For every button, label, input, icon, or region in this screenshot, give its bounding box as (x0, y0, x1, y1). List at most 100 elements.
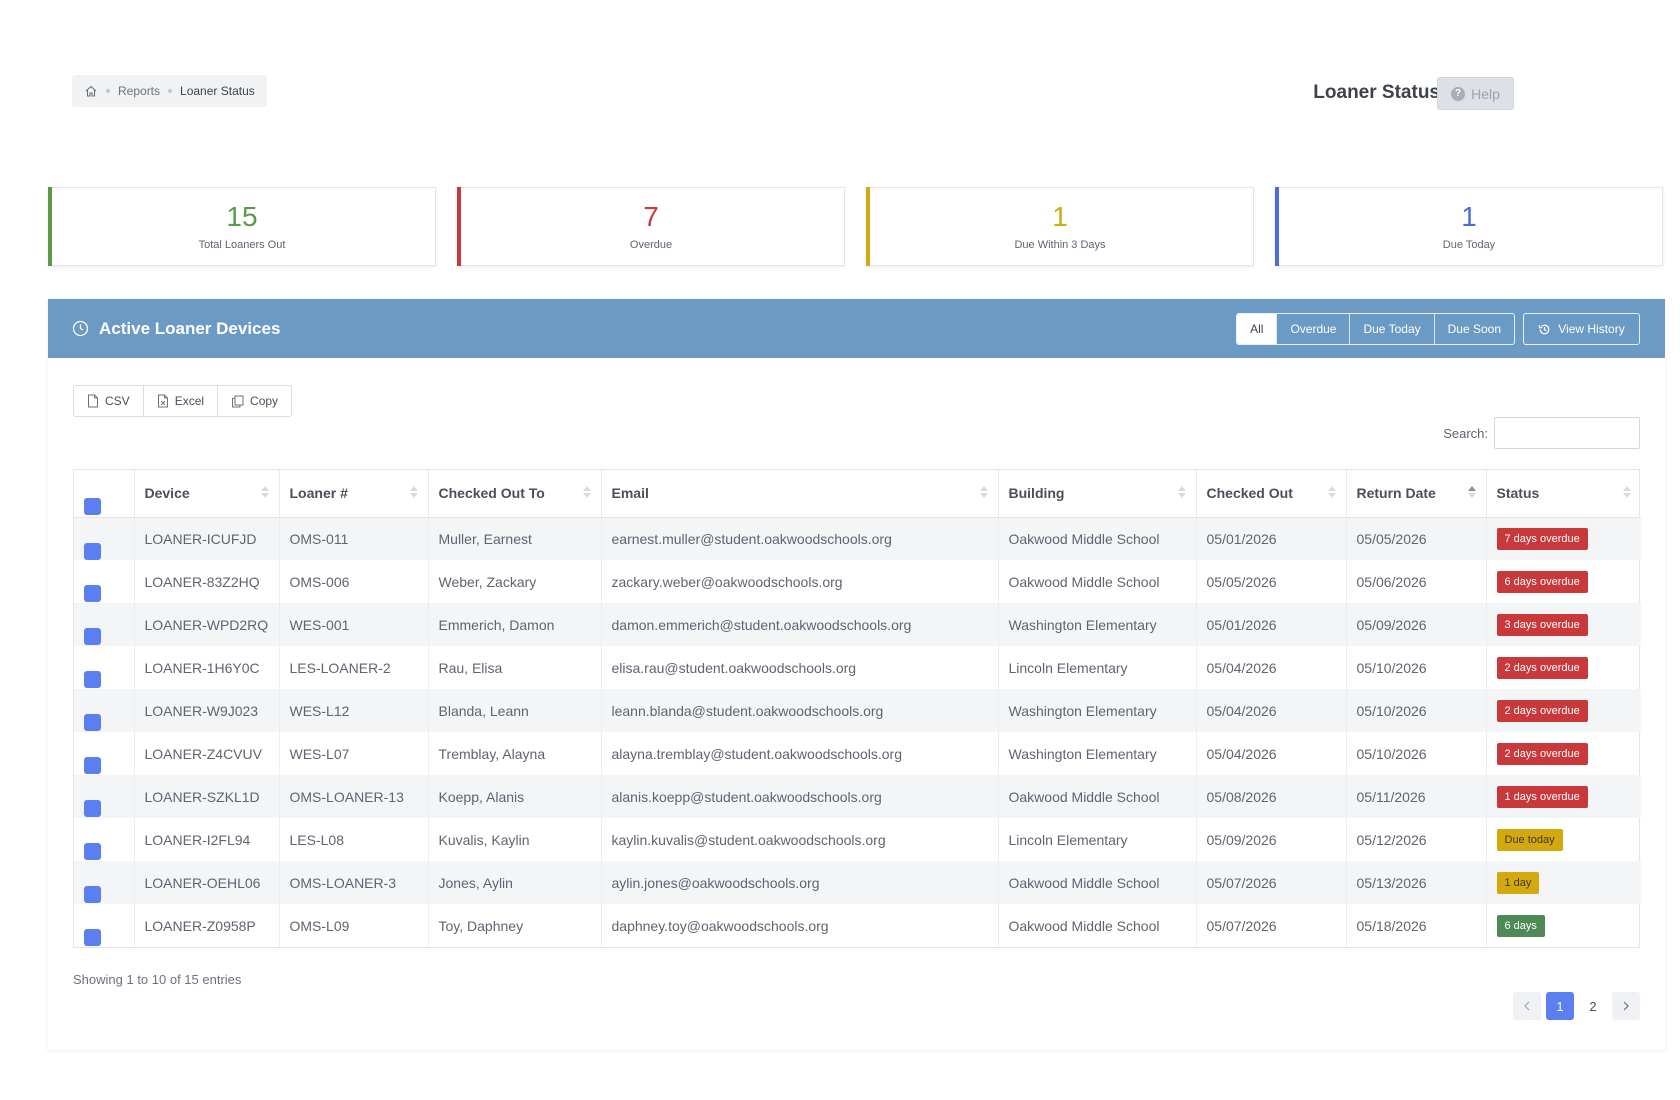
building-cell: Oakwood Middle School (998, 517, 1197, 560)
table-header-row: Device Loaner # Checked Out To Email Bui… (74, 470, 1641, 518)
column-header-return-date[interactable]: Return Date (1346, 470, 1487, 518)
export-excel-button[interactable]: Excel (142, 386, 217, 416)
csv-label: CSV (105, 394, 130, 408)
status-badge: 1 days overdue (1496, 785, 1588, 808)
row-checkbox[interactable] (84, 714, 101, 731)
previous-page-button[interactable] (1513, 992, 1541, 1020)
table-row[interactable]: LOANER-83Z2HQ OMS-006 Weber, Zackary zackar… (74, 560, 1641, 603)
status-badge: Due today (1496, 828, 1563, 851)
help-button[interactable]: ? Help (1437, 77, 1514, 110)
card-header: Active Loaner Devices All Overdue Due To… (48, 299, 1665, 358)
device-cell: LOANER-1H6Y0C (134, 646, 280, 689)
export-csv-button[interactable]: CSV (74, 386, 143, 416)
checked-out-cell: 05/01/2026 (1196, 603, 1347, 646)
home-icon[interactable] (84, 84, 98, 98)
column-header-building[interactable]: Building (998, 470, 1197, 518)
row-select-cell (74, 517, 135, 560)
row-checkbox[interactable] (84, 757, 101, 774)
row-checkbox[interactable] (84, 542, 101, 560)
row-select-cell (74, 603, 135, 646)
filter-all-button[interactable]: All (1237, 314, 1277, 344)
checked-out-cell: 05/09/2026 (1196, 818, 1347, 861)
filter-overdue-button[interactable]: Overdue (1276, 314, 1349, 344)
stat-card-overdue: 7 Overdue (457, 187, 845, 266)
email-cell: daphney.toy@oakwoodschools.org (601, 904, 999, 947)
sort-icon (1177, 486, 1186, 498)
page-2-button[interactable]: 2 (1589, 998, 1597, 1014)
copy-button[interactable]: Copy (217, 386, 291, 416)
clock-icon (72, 320, 89, 337)
row-checkbox[interactable] (84, 843, 101, 860)
row-select-cell (74, 689, 135, 732)
checked-out-cell: 05/01/2026 (1196, 517, 1347, 560)
stat-value: 7 (643, 201, 659, 232)
status-cell: 1 days overdue (1486, 775, 1641, 818)
select-all-checkbox[interactable] (84, 498, 101, 515)
next-page-button[interactable] (1612, 992, 1640, 1020)
table-row[interactable]: LOANER-WPD2RQ WES-001 Emmerich, Damon damon… (74, 603, 1641, 646)
return-date-cell: 05/10/2026 (1346, 646, 1487, 689)
table-row[interactable]: LOANER-W9J023 WES-L12 Blanda, Leann leann.b… (74, 689, 1641, 732)
email-cell: damon.emmerich@student.oakwoodschools.or… (601, 603, 999, 646)
device-cell: LOANER-ICUFJD (134, 517, 280, 560)
checked-out-to-cell: Rau, Elisa (428, 646, 602, 689)
checked-out-to-cell: Emmerich, Damon (428, 603, 602, 646)
table-row[interactable]: LOANER-SZKL1D OMS-LOANER-13 Koepp, Alanis a… (74, 775, 1641, 818)
column-header-device[interactable]: Device (134, 470, 280, 518)
table-row[interactable]: LOANER-I2FL94 LES-L08 Kuvalis, Kaylin kayli… (74, 818, 1641, 861)
breadcrumb-reports[interactable]: Reports (118, 84, 161, 98)
status-badge: 1 day (1496, 871, 1540, 894)
filter-due-today-button[interactable]: Due Today (1349, 314, 1433, 344)
row-checkbox[interactable] (84, 671, 101, 688)
return-date-cell: 05/10/2026 (1346, 689, 1487, 732)
checked-out-to-cell: Tremblay, Alayna (428, 732, 602, 775)
stat-label: Overdue (629, 239, 673, 251)
question-icon: ? (1451, 86, 1466, 101)
email-cell: kaylin.kuvalis@student.oakwoodschools.or… (601, 818, 999, 861)
row-checkbox[interactable] (84, 929, 101, 946)
building-cell: Washington Elementary (998, 603, 1197, 646)
row-select-cell (74, 560, 135, 603)
chevron-left-icon (1524, 1001, 1530, 1011)
row-checkbox[interactable] (84, 886, 101, 903)
row-checkbox[interactable] (84, 800, 101, 817)
status-cell: 2 days overdue (1486, 732, 1641, 775)
stat-value: 15 (226, 201, 258, 232)
column-header-status[interactable]: Status (1486, 470, 1641, 518)
filter-due-soon-button[interactable]: Due Soon (1433, 314, 1514, 344)
row-select-cell (74, 775, 135, 818)
table-row[interactable]: LOANER-Z4CVUV WES-L07 Tremblay, Alayna alay… (74, 732, 1641, 775)
row-checkbox[interactable] (84, 585, 101, 602)
table-row[interactable]: LOANER-1H6Y0C LES-LOANER-2 Rau, Elisa elisa… (74, 646, 1641, 689)
view-history-button[interactable]: View History (1523, 313, 1640, 345)
table-row[interactable]: LOANER-OEHL06 OMS-LOANER-3 Jones, Aylin ayl… (74, 861, 1641, 904)
stat-card-total: 15 Total Loaners Out (48, 187, 436, 266)
status-filter-group: All Overdue Due Today Due Soon (1236, 313, 1515, 345)
row-checkbox[interactable] (84, 628, 101, 645)
loaner-number-cell: LES-L08 (279, 818, 429, 861)
checked-out-cell: 05/04/2026 (1196, 646, 1347, 689)
building-cell: Oakwood Middle School (998, 775, 1197, 818)
sort-ascending-icon (1467, 486, 1476, 498)
breadcrumb: Reports Loaner Status (72, 75, 267, 107)
column-header-loaner-number[interactable]: Loaner # (279, 470, 429, 518)
return-date-cell: 05/10/2026 (1346, 732, 1487, 775)
entries-info: Showing 1 to 10 of 15 entries (73, 972, 242, 987)
page-1-button[interactable]: 1 (1546, 992, 1574, 1020)
column-header-email[interactable]: Email (601, 470, 999, 518)
table-row[interactable]: LOANER-ICUFJD OMS-011 Muller, Earnest earne… (74, 517, 1641, 560)
loaner-number-cell: OMS-006 (279, 560, 429, 603)
device-cell: LOANER-OEHL06 (134, 861, 280, 904)
checked-out-cell: 05/07/2026 (1196, 861, 1347, 904)
search-input[interactable] (1494, 417, 1640, 449)
loaners-table: Device Loaner # Checked Out To Email Bui… (73, 469, 1641, 948)
status-cell: 6 days (1486, 904, 1641, 947)
status-cell: 6 days overdue (1486, 560, 1641, 603)
sort-icon (1623, 486, 1631, 498)
stat-accent-bar (48, 187, 52, 266)
stat-label: Due Today (1442, 239, 1496, 251)
column-header-checked-out[interactable]: Checked Out (1196, 470, 1347, 518)
column-header-checked-out-to[interactable]: Checked Out To (428, 470, 602, 518)
device-cell: LOANER-W9J023 (134, 689, 280, 732)
table-row[interactable]: LOANER-Z0958P OMS-L09 Toy, Daphney daphney.… (74, 904, 1641, 947)
